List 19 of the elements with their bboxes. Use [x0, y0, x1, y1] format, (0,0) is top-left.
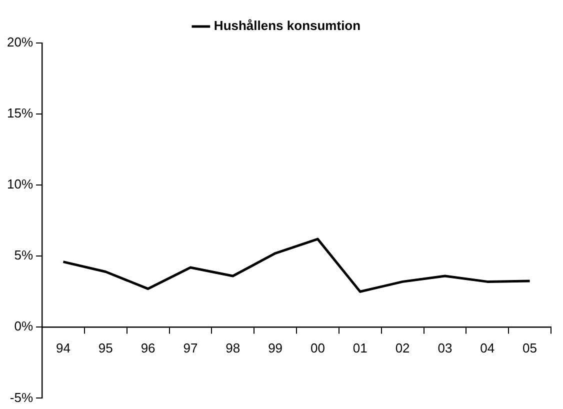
- x-tick-label: 97: [183, 340, 198, 356]
- x-tick-label: 96: [140, 340, 156, 356]
- x-tick-label: 98: [226, 340, 240, 356]
- x-tick-label: 94: [56, 340, 70, 356]
- x-tick-label: 95: [98, 340, 113, 356]
- y-tick-label: 15%: [6, 106, 34, 121]
- y-tick-label: 5%: [14, 248, 34, 263]
- y-tick-label: 20%: [6, 34, 34, 50]
- y-tick-label: 10%: [6, 176, 34, 192]
- x-tick-label: 04: [480, 340, 495, 356]
- x-tick-label: 01: [352, 340, 368, 356]
- x-tick-label: 99: [268, 340, 283, 356]
- x-tick-label: 05: [522, 340, 538, 356]
- x-tick-label: 00: [310, 340, 325, 356]
- x-tick-label: 03: [438, 340, 452, 356]
- y-tick-label: 0%: [14, 318, 34, 334]
- x-tick-label: 02: [395, 340, 410, 356]
- legend-label: Hushållens konsumtion: [214, 18, 361, 34]
- y-tick-label: -5%: [10, 390, 34, 405]
